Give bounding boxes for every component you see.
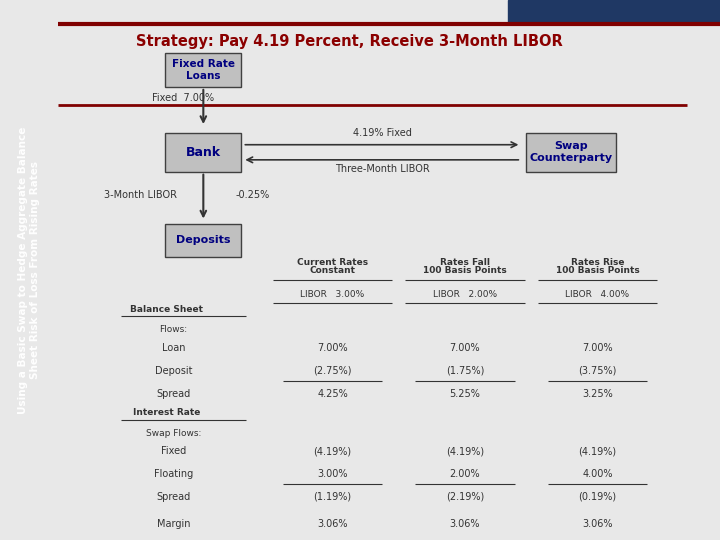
- Text: (0.19%): (0.19%): [578, 492, 616, 502]
- Text: (1.19%): (1.19%): [313, 492, 351, 502]
- Text: 3.25%: 3.25%: [582, 389, 613, 399]
- Bar: [166, 133, 241, 172]
- Text: Deposits: Deposits: [176, 235, 230, 245]
- Text: (4.19%): (4.19%): [446, 447, 484, 456]
- Text: 4.25%: 4.25%: [317, 389, 348, 399]
- Bar: [526, 133, 616, 172]
- Text: 3.06%: 3.06%: [582, 519, 613, 529]
- Text: Fixed: Fixed: [161, 447, 186, 456]
- Text: 5.25%: 5.25%: [449, 389, 480, 399]
- Text: (1.75%): (1.75%): [446, 366, 484, 376]
- Text: Fixed  7.00%: Fixed 7.00%: [153, 92, 215, 103]
- Text: 7.00%: 7.00%: [450, 343, 480, 353]
- Text: LIBOR   4.00%: LIBOR 4.00%: [565, 290, 629, 299]
- Text: Spread: Spread: [156, 492, 191, 502]
- Text: Constant: Constant: [310, 266, 356, 275]
- Text: Current Rates: Current Rates: [297, 258, 368, 267]
- Text: Rates Rise: Rates Rise: [571, 258, 624, 267]
- Text: Margin: Margin: [157, 519, 190, 529]
- Text: 3-Month LIBOR: 3-Month LIBOR: [104, 191, 177, 200]
- Bar: [166, 53, 241, 87]
- Text: Swap
Counterparty: Swap Counterparty: [529, 141, 613, 163]
- Text: 3.06%: 3.06%: [450, 519, 480, 529]
- Text: LIBOR   3.00%: LIBOR 3.00%: [300, 290, 364, 299]
- Text: Three-Month LIBOR: Three-Month LIBOR: [335, 164, 430, 174]
- Text: Using a Basic Swap to Hedge Aggregate Balance
Sheet Risk of Loss From Rising Rat: Using a Basic Swap to Hedge Aggregate Ba…: [18, 126, 40, 414]
- Text: (3.75%): (3.75%): [578, 366, 616, 376]
- Text: (4.19%): (4.19%): [578, 447, 616, 456]
- Text: 3.00%: 3.00%: [318, 469, 348, 479]
- Text: 4.00%: 4.00%: [582, 469, 613, 479]
- Text: LIBOR   2.00%: LIBOR 2.00%: [433, 290, 497, 299]
- Text: 3.06%: 3.06%: [318, 519, 348, 529]
- Text: Loan: Loan: [162, 343, 185, 353]
- Text: Spread: Spread: [156, 389, 191, 399]
- Text: 7.00%: 7.00%: [582, 343, 613, 353]
- Text: (4.19%): (4.19%): [313, 447, 351, 456]
- Text: (2.75%): (2.75%): [313, 366, 352, 376]
- Text: Interest Rate: Interest Rate: [133, 408, 201, 417]
- Text: 100 Basis Points: 100 Basis Points: [423, 266, 507, 275]
- Text: 7.00%: 7.00%: [318, 343, 348, 353]
- Text: Swap Flows:: Swap Flows:: [146, 429, 201, 437]
- Text: Rates Fall: Rates Fall: [440, 258, 490, 267]
- Text: (2.19%): (2.19%): [446, 492, 484, 502]
- Text: 100 Basis Points: 100 Basis Points: [556, 266, 639, 275]
- Text: Deposit: Deposit: [155, 366, 192, 376]
- Text: 2.00%: 2.00%: [450, 469, 480, 479]
- Bar: [166, 224, 241, 257]
- Text: Bank: Bank: [186, 146, 221, 159]
- Text: -0.25%: -0.25%: [236, 191, 270, 200]
- Text: Floating: Floating: [154, 469, 193, 479]
- Text: Fixed Rate
Loans: Fixed Rate Loans: [172, 59, 235, 81]
- Text: Balance Sheet: Balance Sheet: [130, 305, 203, 314]
- Bar: [508, 0, 720, 23]
- Text: 4.19% Fixed: 4.19% Fixed: [353, 127, 412, 138]
- Text: Flows:: Flows:: [159, 326, 188, 334]
- Text: Strategy: Pay 4.19 Percent, Receive 3-Month LIBOR: Strategy: Pay 4.19 Percent, Receive 3-Mo…: [135, 34, 562, 49]
